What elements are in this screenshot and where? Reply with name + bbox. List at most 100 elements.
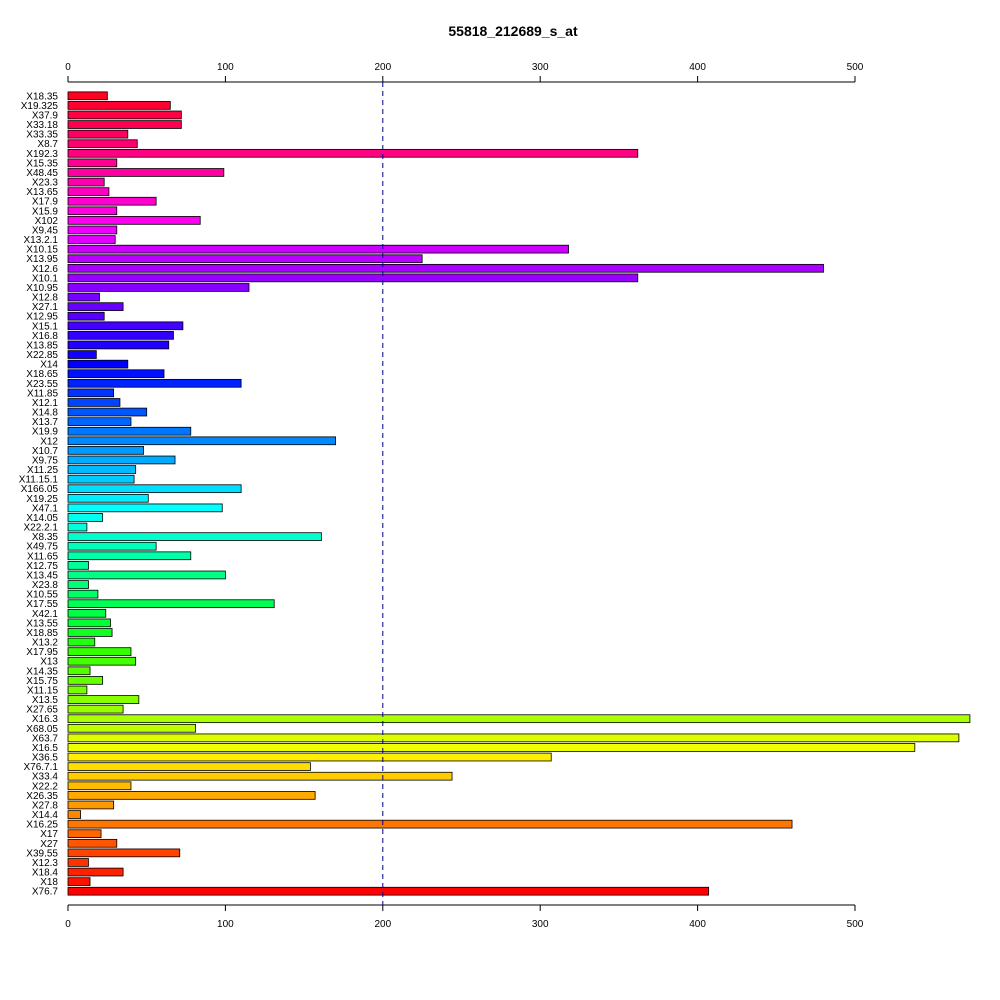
- category-label: X19.9: [32, 427, 59, 438]
- category-label: X17.95: [26, 647, 58, 658]
- category-label: X23.55: [26, 379, 58, 390]
- bar: [67, 426, 192, 436]
- bar: [67, 340, 170, 350]
- category-label: X13.65: [26, 187, 58, 198]
- bar: [67, 292, 100, 302]
- bar: [67, 848, 181, 858]
- bar: [67, 235, 116, 244]
- category-label: X8.7: [37, 139, 58, 150]
- category-label: X27.1: [32, 302, 59, 313]
- bar: [67, 378, 242, 388]
- category-label: X48.45: [26, 168, 58, 179]
- category-label: X13.7: [32, 417, 59, 428]
- category-label: X68.05: [26, 724, 58, 735]
- category-label: X13.5: [32, 695, 59, 706]
- bar: [67, 819, 793, 829]
- category-label: X37.9: [32, 110, 59, 121]
- bar: [67, 331, 174, 340]
- category-label: X33.18: [26, 120, 58, 131]
- top-tick-label: 500: [847, 62, 864, 73]
- bar: [67, 752, 552, 762]
- bar: [67, 206, 118, 216]
- bar: [67, 695, 140, 704]
- bar: [67, 676, 104, 685]
- category-label: X18.4: [32, 868, 59, 879]
- bar: [67, 244, 569, 254]
- category-label: X10.55: [26, 590, 58, 601]
- bar: [67, 417, 132, 426]
- bar: [67, 91, 108, 101]
- category-label: X26.35: [26, 791, 58, 802]
- category-label: X18.35: [26, 91, 58, 102]
- category-label: X12.3: [32, 858, 59, 869]
- bar: [67, 168, 225, 177]
- category-label: X14.35: [26, 666, 58, 677]
- category-label: X23.8: [32, 580, 59, 591]
- bar: [67, 187, 110, 196]
- bottom-tick-label: 300: [532, 919, 549, 930]
- category-label: X17: [40, 829, 58, 840]
- top-tick-label: 0: [65, 62, 71, 73]
- bar: [67, 302, 124, 311]
- bar: [67, 599, 275, 609]
- bottom-tick-label: 200: [374, 919, 391, 930]
- category-label: X13.2: [32, 638, 59, 649]
- bar: [67, 398, 121, 407]
- bar: [67, 714, 971, 724]
- top-tick-label: 200: [374, 62, 391, 73]
- bar: [67, 196, 157, 206]
- category-label: X39.55: [26, 848, 58, 859]
- bottom-tick-label: 100: [217, 919, 234, 930]
- bar: [67, 311, 105, 321]
- bar: [67, 110, 182, 120]
- bar: [67, 474, 135, 484]
- category-label: X17.9: [32, 197, 59, 208]
- bar: [67, 723, 196, 733]
- category-label: X13.55: [26, 618, 58, 629]
- category-label: X12.1: [32, 398, 59, 409]
- category-label: X15.75: [26, 676, 58, 687]
- bar: [67, 273, 639, 283]
- bar: [67, 388, 115, 398]
- bar: [67, 877, 91, 886]
- category-label: X18: [40, 877, 58, 888]
- category-label: X9.75: [32, 455, 59, 466]
- bar: [67, 350, 97, 359]
- chart-title: 55818_212689_s_at: [448, 23, 578, 39]
- bar: [67, 254, 423, 264]
- bar: [67, 283, 250, 292]
- category-label: X13.45: [26, 570, 58, 581]
- bar: [67, 743, 916, 752]
- category-label: X15.9: [32, 206, 59, 217]
- top-tick-label: 400: [689, 62, 706, 73]
- category-label: X11.15.1: [19, 475, 59, 486]
- bottom-tick-label: 500: [847, 919, 864, 930]
- bar: [67, 704, 124, 714]
- bar: [67, 129, 129, 139]
- category-label: X27.8: [32, 800, 59, 811]
- bar: [67, 561, 89, 570]
- bar: [67, 446, 144, 455]
- bottom-axis: 0 100 200 300 400 500: [65, 904, 864, 930]
- category-label: X27.65: [26, 705, 58, 716]
- bar: [67, 484, 242, 494]
- top-tick-label: 100: [217, 62, 234, 73]
- bar: [67, 503, 223, 513]
- category-label: X33.35: [26, 130, 58, 141]
- bar: [67, 570, 226, 580]
- bar: [67, 120, 182, 129]
- category-label: X76.7: [32, 887, 59, 898]
- bar: [67, 436, 336, 446]
- bar: [67, 829, 102, 839]
- category-label: X12: [40, 436, 58, 447]
- top-axis: 0 100 200 300 400 500: [65, 62, 864, 83]
- category-label: X14.4: [32, 810, 59, 821]
- bar: [67, 647, 132, 656]
- category-label: X63.7: [32, 733, 59, 744]
- bar: [67, 407, 148, 417]
- bar: [67, 618, 111, 628]
- bar: [67, 762, 311, 771]
- bar: [67, 541, 157, 551]
- category-label: X10.15: [26, 245, 58, 256]
